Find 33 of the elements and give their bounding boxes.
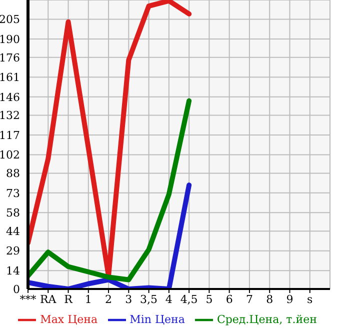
x-tick-label: 5 [206, 292, 213, 306]
y-tick-label: 205 [0, 13, 20, 26]
x-tick-label: 6 [226, 292, 233, 306]
y-tick-label: 190 [0, 32, 20, 46]
x-tick-label: 1 [84, 292, 92, 306]
x-tick-label: R [64, 292, 74, 306]
x-tick-label: 3,5 [140, 292, 158, 306]
x-tick-label: 3 [125, 292, 132, 306]
y-tick-label: 0 [13, 282, 20, 296]
y-tick-label: 102 [0, 148, 20, 162]
legend-label: Сред.Цена, т.йен [216, 312, 317, 326]
x-tick-label: 7 [246, 292, 253, 306]
y-tick-label: 14 [6, 264, 20, 278]
x-tick-label: RA [40, 292, 58, 306]
x-tick-label: *** [20, 292, 37, 306]
y-tick-label: 58 [6, 206, 20, 220]
y-tick-label: 29 [6, 244, 20, 258]
y-tick-label: 88 [6, 167, 20, 180]
x-tick-label: 4 [165, 292, 172, 306]
y-tick-label: 146 [0, 90, 20, 104]
x-tick-label: 2 [105, 292, 112, 306]
x-tick-label: 8 [266, 292, 274, 306]
y-tick-label: 117 [0, 128, 20, 142]
x-tick-label: 4,5 [180, 292, 198, 306]
legend-label: Max Цена [40, 312, 98, 326]
y-tick-label: 161 [0, 71, 20, 84]
x-tick-label: 9 [286, 292, 294, 306]
x-tick-label: s [307, 292, 314, 306]
y-tick-label: 176 [0, 51, 20, 64]
y-tick-label: 132 [0, 109, 20, 122]
y-tick-label: 73 [6, 186, 20, 200]
legend-label: Min Цена [130, 312, 185, 326]
y-tick-label: 44 [6, 225, 20, 238]
